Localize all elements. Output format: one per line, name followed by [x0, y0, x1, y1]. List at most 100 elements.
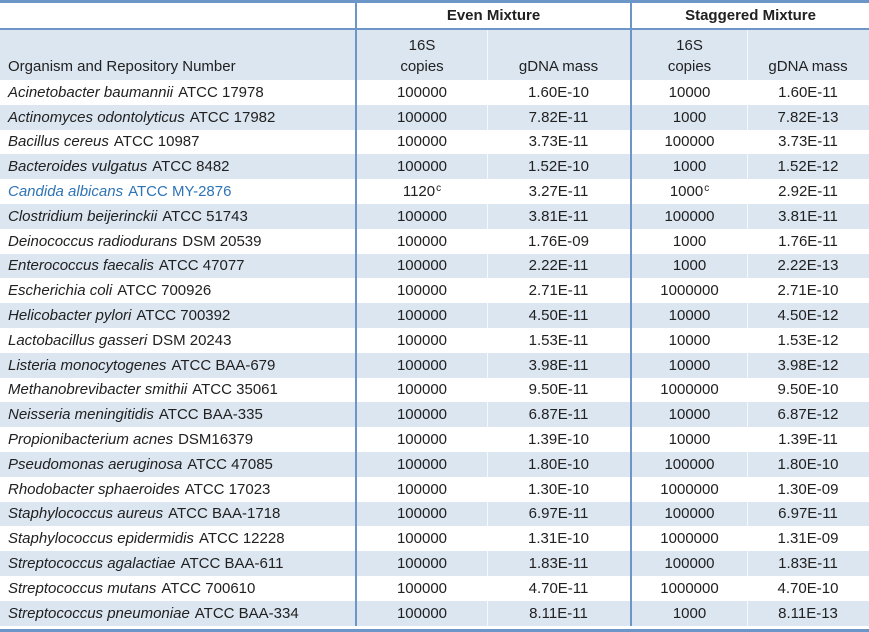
table-row: Acinetobacter baumannii ATCC 17978 10000…	[0, 80, 869, 105]
even-copies-cell: 100000	[355, 303, 487, 328]
organism-name: Streptococcus mutans	[8, 579, 157, 597]
repository-number: ATCC 700610	[161, 579, 256, 597]
staggered-copies-cell: 100000	[630, 129, 747, 155]
even-copies-cell: 100000	[355, 575, 487, 601]
even-gdna-value: 2.71E-11	[528, 282, 589, 300]
organism-name: Clostridium beijerinckii	[8, 207, 158, 225]
repository-number: ATCC 10987	[113, 133, 200, 151]
repository-number: ATCC BAA-334	[194, 604, 299, 622]
even-gdna-value: 4.70E-11	[528, 579, 589, 597]
staggered-gdna-cell: 6.87E-12	[747, 402, 869, 427]
repository-number: ATCC 47077	[158, 257, 245, 275]
repository-number: ATCC 700926	[117, 282, 212, 300]
organism-name: Propionibacterium acnes	[8, 431, 174, 449]
staggered-gdna-value: 4.70E-10	[777, 579, 839, 597]
table-row: Propionibacterium acnes DSM16379 100000 …	[0, 427, 869, 452]
staggered-copies-cell: 1000000	[630, 377, 747, 403]
staggered-gdna-value: 6.87E-12	[777, 406, 839, 424]
even-gdna-cell: 1.30E-10	[487, 477, 630, 502]
organism-cell: Bacteroides vulgatus ATCC 8482	[0, 154, 355, 179]
table-row: Pseudomonas aeruginosa ATCC 47085 100000…	[0, 451, 869, 477]
table-row: Listeria monocytogenes ATCC BAA-679 1000…	[0, 352, 869, 378]
even-copies-cell: 100000	[355, 451, 487, 477]
repository-number: ATCC 17023	[184, 480, 271, 498]
even-copies-cell: 100000	[355, 501, 487, 527]
staggered-gdna-value: 1.53E-12	[777, 331, 839, 349]
even-copies-value: 100000	[396, 83, 448, 101]
even-copies-value: 100000	[396, 480, 448, 498]
organism-cell: Propionibacterium acnes DSM16379	[0, 427, 355, 452]
staggered-copies-value: 10000	[668, 431, 711, 449]
staggered-gdna-cell: 1.76E-11	[747, 229, 869, 254]
staggered-copies-value: 100000	[664, 455, 715, 473]
staggered-16s-copies-header: 16S copies	[630, 30, 747, 80]
even-copies-cell: 100000	[355, 104, 487, 130]
even-copies-value: 100000	[396, 133, 448, 151]
even-copies-cell: 100000	[355, 476, 487, 502]
even-copies-label: copies	[400, 58, 444, 75]
staggered-copies-value: 1000	[672, 158, 707, 176]
even-copies-value: 1120	[402, 183, 436, 201]
repository-number: ATCC MY-2876	[128, 183, 232, 201]
staggered-gdna-cell: 1.39E-11	[747, 427, 869, 452]
staggered-copies-cell: 1000 c	[630, 179, 747, 204]
table-row: Methanobrevibacter smithii ATCC 35061 10…	[0, 377, 869, 403]
staggered-copies-cell: 1000000	[630, 278, 747, 304]
even-copies-cell: 100000	[355, 402, 487, 428]
even-copies-value: 100000	[396, 579, 448, 597]
even-copies-cell: 100000	[355, 427, 487, 452]
organism-name: Bacteroides vulgatus	[8, 158, 148, 176]
organism-name: Pseudomonas aeruginosa	[8, 455, 183, 473]
staggered-copies-footnote: c	[704, 182, 710, 194]
table-row: Staphylococcus epidermidis ATCC 12228 10…	[0, 526, 869, 552]
staggered-gdna-cell: 2.22E-13	[747, 254, 869, 279]
even-gdna-value: 7.82E-11	[528, 108, 589, 126]
table-row: Streptococcus agalactiae ATCC BAA-611 10…	[0, 551, 869, 576]
organism-name: Lactobacillus gasseri	[8, 331, 148, 349]
even-copies-value: 100000	[396, 381, 448, 399]
staggered-gdna-value: 1.80E-10	[777, 455, 839, 473]
staggered-copies-cell: 1000	[630, 228, 747, 254]
even-gdna-cell: 4.50E-11	[487, 303, 630, 328]
staggered-copies-cell: 1000	[630, 600, 747, 626]
group-header-row: Even Mixture Staggered Mixture	[0, 3, 869, 30]
organism-cell: Acinetobacter baumannii ATCC 17978	[0, 80, 355, 105]
even-copies-cell: 100000	[355, 129, 487, 155]
staggered-gdna-value: 7.82E-13	[777, 108, 839, 126]
staggered-gdna-value: 4.50E-12	[777, 307, 839, 325]
even-gdna-cell: 1.76E-09	[487, 229, 630, 254]
repository-number: DSM 20539	[182, 232, 262, 250]
organism-cell: Bacillus cereus ATCC 10987	[0, 130, 355, 155]
staggered-gdna-value: 1.83E-11	[778, 555, 838, 573]
staggered-gdna-value: 1.76E-11	[778, 232, 838, 250]
staggered-copies-value: 1000000	[660, 530, 719, 548]
even-copies-value: 100000	[396, 232, 448, 250]
staggered-copies-value: 1000	[669, 183, 704, 201]
staggered-gdna-cell: 3.73E-11	[747, 130, 869, 155]
staggered-copies-cell: 10000	[630, 303, 747, 328]
staggered-copies-value: 1000000	[660, 282, 719, 300]
even-gdna-value: 3.98E-11	[528, 356, 589, 374]
organism-name: Methanobrevibacter smithii	[8, 381, 188, 399]
even-gdna-cell: 4.70E-11	[487, 576, 630, 601]
even-copies-cell: 1120 c	[355, 179, 487, 204]
organism-name: Helicobacter pylori	[8, 307, 132, 325]
even-gdna-value: 1.31E-10	[528, 530, 589, 548]
organism-cell: Pseudomonas aeruginosa ATCC 47085	[0, 452, 355, 477]
even-copies-footnote: c	[436, 182, 442, 194]
even-gdna-cell: 3.27E-11	[487, 179, 630, 204]
organism-cell: Escherichia coli ATCC 700926	[0, 278, 355, 303]
staggered-gdna-value: 1.30E-09	[777, 480, 839, 498]
even-gdna-value: 2.22E-11	[528, 257, 589, 275]
even-gdna-mass-header: gDNA mass	[487, 30, 630, 80]
table-row: Bacillus cereus ATCC 10987 100000 3.73E-…	[0, 129, 869, 155]
even-copies-value: 100000	[396, 257, 448, 275]
organism-name: Actinomyces odontolyticus	[8, 108, 185, 126]
repository-number: ATCC 51743	[162, 207, 248, 225]
table-row: Lactobacillus gasseri DSM 20243 100000 1…	[0, 327, 869, 353]
even-gdna-cell: 9.50E-11	[487, 378, 630, 403]
organism-name: Deinococcus radiodurans	[8, 232, 178, 250]
table-row: Candida albicans ATCC MY-2876 1120 c 3.27…	[0, 179, 869, 204]
even-gdna-cell: 8.11E-11	[487, 601, 630, 626]
staggered-gdna-cell: 1.80E-10	[747, 452, 869, 477]
